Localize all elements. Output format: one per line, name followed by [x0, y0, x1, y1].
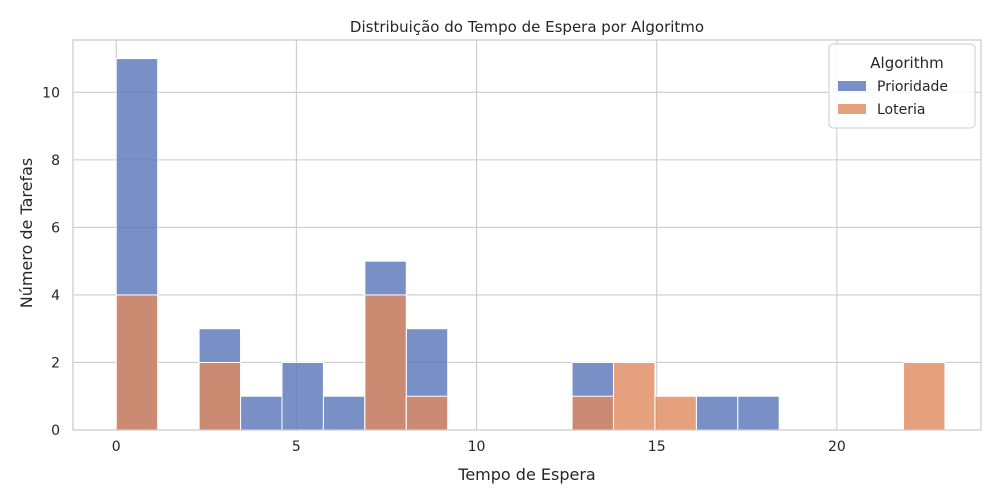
legend-label-prioridade: Prioridade [877, 79, 948, 95]
x-tick-label: 10 [468, 439, 486, 455]
legend-swatch-prioridade [838, 81, 866, 91]
bar-prioridade [737, 395, 780, 431]
bars [115, 58, 946, 431]
x-tick-label: 0 [112, 439, 121, 455]
bar-prioridade [281, 361, 324, 431]
y-tick-labels: 0 2 4 6 8 10 [42, 85, 60, 439]
bar-loteria [198, 361, 242, 431]
plot-frame [72, 39, 982, 431]
bar-loteria [571, 395, 614, 431]
bar-prioridade [322, 395, 366, 431]
x-tick-labels: 0 5 10 15 20 [112, 439, 846, 455]
x-tick-label: 15 [648, 439, 666, 455]
y-axis-label: Número de Tarefas [17, 158, 36, 309]
x-tick-label: 5 [292, 439, 301, 455]
y-tick-label: 2 [51, 355, 60, 371]
bar-loteria [654, 395, 697, 431]
bar-loteria [612, 361, 656, 431]
x-tick-label: 20 [828, 439, 846, 455]
y-tick-label: 0 [51, 423, 60, 439]
y-tick-label: 4 [51, 288, 60, 304]
y-tick-label: 10 [42, 85, 60, 101]
y-tick-label: 8 [51, 153, 60, 169]
legend-label-loteria: Loteria [877, 102, 925, 118]
bar-loteria [115, 294, 159, 431]
bar-prioridade [240, 395, 283, 431]
legend-swatch-loteria [838, 104, 866, 114]
y-tick-label: 6 [51, 220, 60, 236]
x-axis-label: Tempo de Espera [457, 465, 595, 484]
bar-loteria [364, 294, 407, 431]
legend-title: Algorithm [870, 54, 943, 72]
bar-loteria [903, 361, 946, 431]
chart-title: Distribuição do Tempo de Espera por Algo… [350, 18, 704, 36]
bar-prioridade [695, 395, 739, 431]
bar-loteria [405, 395, 449, 431]
legend: Algorithm Prioridade Loteria [828, 43, 976, 129]
